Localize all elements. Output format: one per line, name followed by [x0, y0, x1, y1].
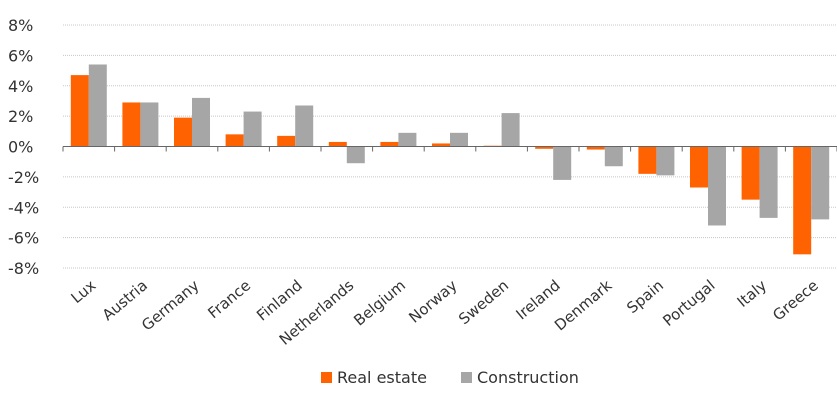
bar-construction-ireland: [553, 146, 572, 180]
y-tick-label: -2%: [8, 168, 39, 187]
bar-real-estate-germany: [174, 117, 192, 147]
bar-real-estate-portugal: [690, 146, 708, 188]
y-tick-label: -8%: [8, 259, 39, 278]
bar-real-estate-norway: [432, 143, 450, 147]
bars: [70, 64, 830, 255]
bar-real-estate-greece: [793, 146, 812, 255]
x-tick-label: Sweden: [455, 276, 512, 328]
x-tick-label: Germany: [138, 276, 202, 334]
x-tick-label: Lux: [68, 276, 100, 307]
bar-real-estate-finland: [277, 135, 296, 147]
x-tick-label: Denmark: [551, 276, 616, 334]
bar-construction-sweden: [501, 113, 520, 147]
bar-construction-spain: [656, 146, 675, 176]
x-tick-label: France: [204, 276, 254, 322]
bar-construction-greece: [811, 146, 830, 220]
bar-construction-austria: [140, 102, 159, 147]
x-tick-label: Italy: [734, 276, 771, 311]
bar-construction-germany: [192, 97, 210, 147]
y-tick-label: -4%: [8, 198, 39, 217]
bar-real-estate-spain: [638, 146, 657, 174]
legend-swatch-construction: [461, 372, 472, 383]
x-tick-label: Norway: [405, 276, 460, 326]
bar-construction-lux: [88, 64, 107, 147]
bar-construction-norway: [450, 132, 468, 147]
bar-construction-netherlands: [346, 146, 365, 164]
bar-real-estate-denmark: [586, 146, 605, 150]
bar-construction-france: [243, 111, 262, 147]
bar-real-estate-lux: [70, 75, 89, 147]
bar-real-estate-belgium: [380, 141, 399, 147]
bar-construction-finland: [295, 105, 314, 147]
y-tick-label: 0%: [8, 138, 33, 157]
x-tick-label: Portugal: [659, 276, 718, 330]
bar-construction-denmark: [604, 146, 623, 167]
x-axis: [62, 146, 837, 152]
y-tick-label: 6%: [8, 46, 33, 65]
bar-construction-portugal: [708, 146, 726, 226]
x-tick-label: Greece: [769, 276, 821, 324]
y-tick-label: 4%: [8, 77, 33, 96]
legend-swatch-real-estate: [321, 372, 332, 383]
legend-label-construction: Construction: [477, 368, 579, 387]
bar-real-estate-ireland: [535, 146, 554, 149]
y-tick-label: 8%: [8, 16, 33, 35]
bar-real-estate-france: [225, 134, 244, 147]
y-tick-label: 2%: [8, 107, 33, 126]
bar-construction-italy: [759, 146, 778, 218]
legend-label-real-estate: Real estate: [337, 368, 427, 387]
x-tick-label: Belgium: [350, 276, 409, 329]
y-axis-ticks: 8% 6% 4% 2% 0% -2% -4% -6% -8%: [8, 16, 39, 278]
bar-real-estate-italy: [741, 146, 760, 200]
legend: Real estate Construction: [321, 368, 579, 387]
x-tick-label: Spain: [623, 276, 667, 317]
bar-real-estate-austria: [122, 102, 141, 147]
bar-construction-belgium: [398, 132, 417, 147]
bar-real-estate-netherlands: [328, 141, 347, 147]
y-tick-label: -6%: [8, 229, 39, 248]
